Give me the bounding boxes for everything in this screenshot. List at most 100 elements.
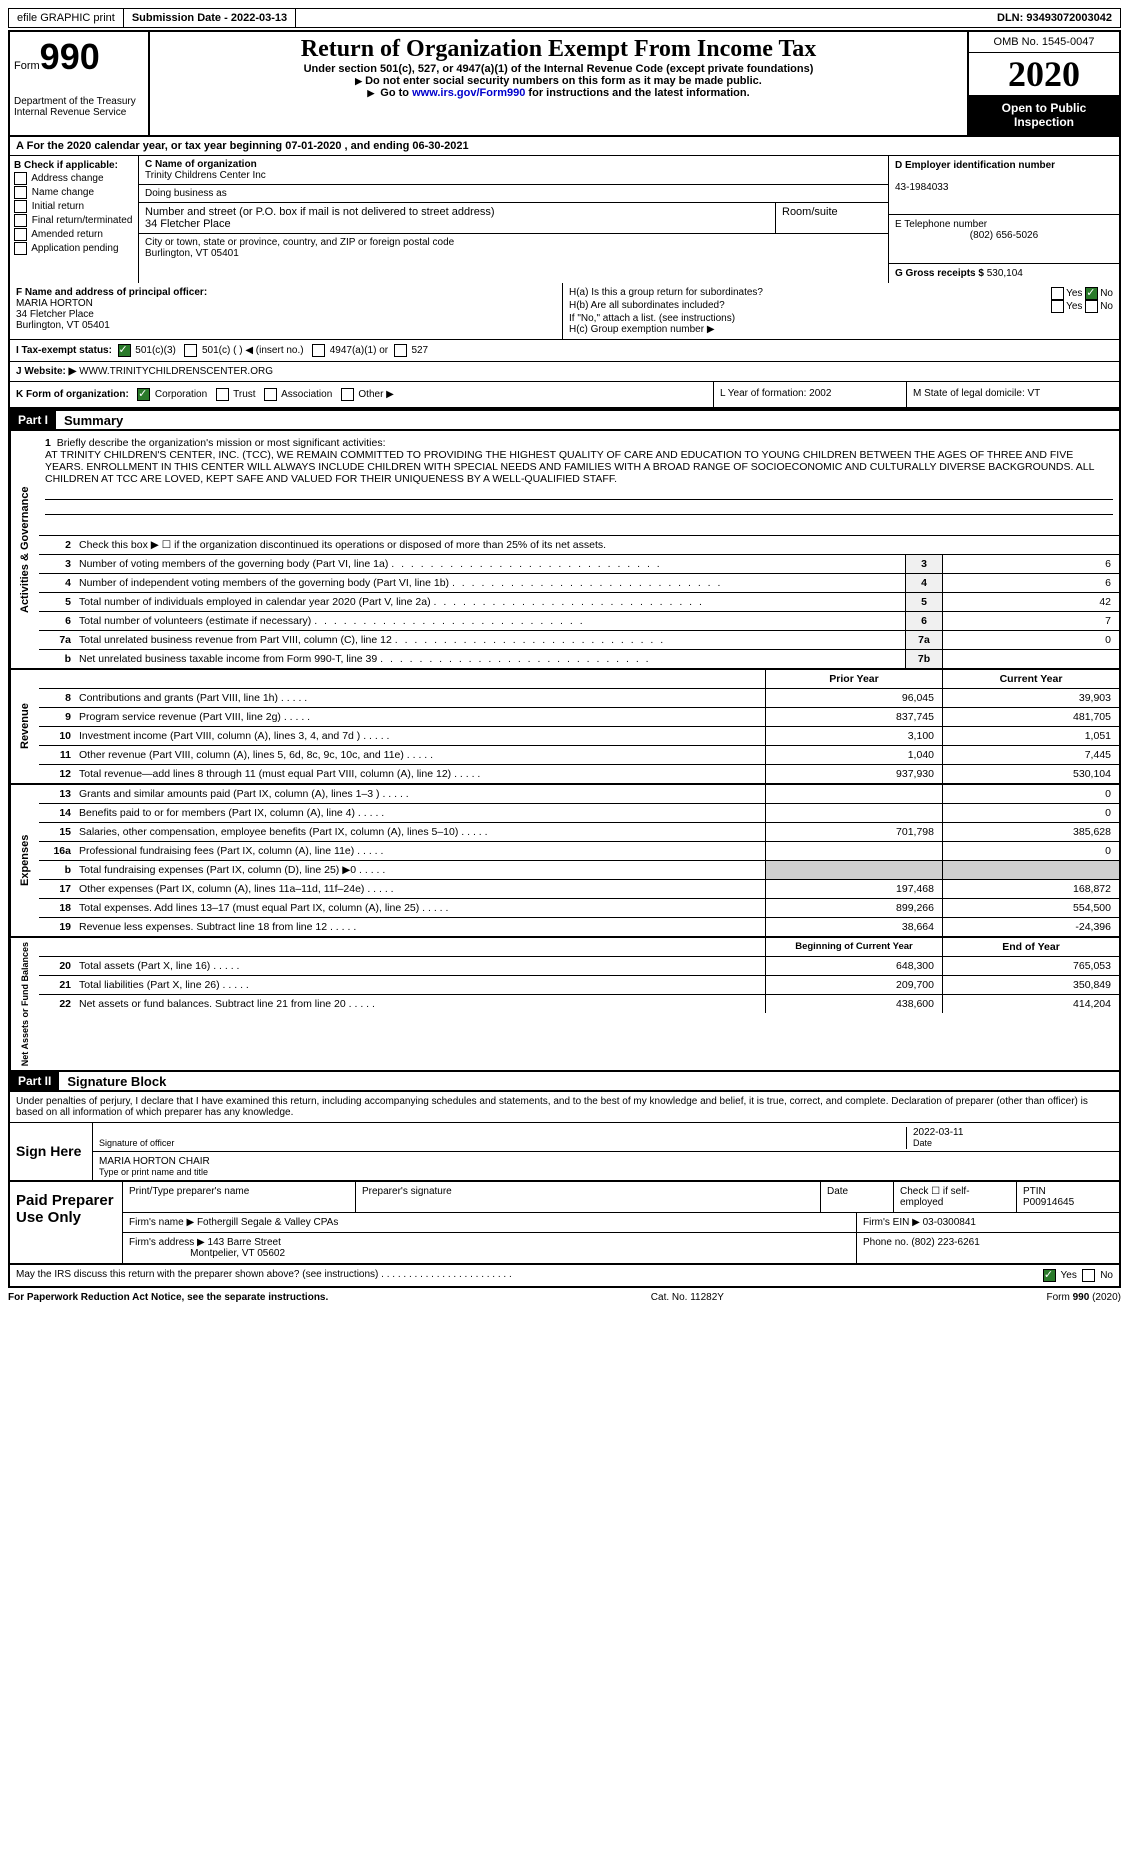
mission-block: 1 Briefly describe the organization's mi…	[39, 431, 1119, 536]
box-k: K Form of organization: Corporation Trus…	[10, 382, 714, 407]
table-row: 9 Program service revenue (Part VIII, li…	[39, 708, 1119, 727]
irs-link[interactable]: www.irs.gov/Form990	[412, 87, 525, 99]
top-bar: efile GRAPHIC print Submission Date - 20…	[8, 8, 1121, 28]
side-expenses: Expenses	[10, 785, 39, 936]
preparer-section: Paid Preparer Use Only Print/Type prepar…	[8, 1182, 1121, 1265]
hb-no[interactable]	[1085, 300, 1098, 313]
row-j: J Website: ▶ WWW.TRINITYCHILDRENSCENTER.…	[8, 362, 1121, 382]
dept-label: Department of the Treasury Internal Reve…	[14, 96, 144, 118]
table-row: 16a Professional fundraising fees (Part …	[39, 842, 1119, 861]
addr-cell: Number and street (or P.O. box if mail i…	[139, 203, 888, 234]
check-name[interactable]: Name change	[14, 186, 134, 199]
box-c: C Name of organization Trinity Childrens…	[139, 156, 889, 283]
discuss-no[interactable]	[1082, 1269, 1095, 1282]
table-row: 6 Total number of volunteers (estimate i…	[39, 612, 1119, 631]
table-row: 11 Other revenue (Part VIII, column (A),…	[39, 746, 1119, 765]
part1-header: Part I Summary	[8, 409, 1121, 431]
submission-date: Submission Date - 2022-03-13	[124, 9, 296, 27]
check-corp[interactable]	[137, 388, 150, 401]
table-row: 8 Contributions and grants (Part VIII, l…	[39, 689, 1119, 708]
org-name-cell: C Name of organization Trinity Childrens…	[139, 156, 888, 185]
dln: DLN: 93493072003042	[989, 9, 1120, 27]
row-i: I Tax-exempt status: 501(c)(3) 501(c) ( …	[8, 340, 1121, 362]
dba-cell: Doing business as	[139, 185, 888, 203]
footer: For Paperwork Reduction Act Notice, see …	[8, 1288, 1121, 1307]
table-row: 5 Total number of individuals employed i…	[39, 593, 1119, 612]
box-b: B Check if applicable: Address change Na…	[10, 156, 139, 283]
check-amended[interactable]: Amended return	[14, 228, 134, 241]
table-row: 15 Salaries, other compensation, employe…	[39, 823, 1119, 842]
expenses-section: Expenses 13 Grants and similar amounts p…	[8, 785, 1121, 938]
tax-year: 2020	[969, 53, 1119, 95]
header-center: Return of Organization Exempt From Incom…	[150, 32, 967, 135]
table-row: 21 Total liabilities (Part X, line 26) .…	[39, 976, 1119, 995]
check-trust[interactable]	[216, 388, 229, 401]
ha-no[interactable]	[1085, 287, 1098, 300]
form-header: Form990 Department of the Treasury Inter…	[8, 30, 1121, 137]
row-kl: K Form of organization: Corporation Trus…	[8, 382, 1121, 409]
table-row: 3 Number of voting members of the govern…	[39, 555, 1119, 574]
box-h: H(a) Is this a group return for subordin…	[563, 283, 1119, 339]
governance-section: Activities & Governance 1 Briefly descri…	[8, 431, 1121, 670]
form-note1: Do not enter social security numbers on …	[154, 75, 963, 87]
city-cell: City or town, state or province, country…	[139, 234, 888, 262]
table-row: 7a Total unrelated business revenue from…	[39, 631, 1119, 650]
side-governance: Activities & Governance	[10, 431, 39, 668]
table-row: b Net unrelated business taxable income …	[39, 650, 1119, 668]
header-right: OMB No. 1545-0047 2020 Open to Public In…	[967, 32, 1119, 135]
signature-section: Under penalties of perjury, I declare th…	[8, 1092, 1121, 1182]
efile-label: efile GRAPHIC print	[9, 9, 124, 27]
check-4947[interactable]	[312, 344, 325, 357]
check-527[interactable]	[394, 344, 407, 357]
box-d: D Employer identification number 43-1984…	[889, 156, 1119, 283]
discuss-row: May the IRS discuss this return with the…	[8, 1265, 1121, 1288]
tel-cell: E Telephone number (802) 656-5026	[889, 215, 1119, 264]
check-pending[interactable]: Application pending	[14, 242, 134, 255]
gross-cell: G Gross receipts $ 530,104	[889, 264, 1119, 283]
table-row: 22 Net assets or fund balances. Subtract…	[39, 995, 1119, 1013]
form-number: 990	[40, 36, 100, 77]
table-row: 13 Grants and similar amounts paid (Part…	[39, 785, 1119, 804]
form-title: Return of Organization Exempt From Incom…	[154, 36, 963, 63]
form-note2: Go to www.irs.gov/Form990 for instructio…	[154, 87, 963, 99]
check-other[interactable]	[341, 388, 354, 401]
check-initial[interactable]: Initial return	[14, 200, 134, 213]
discuss-yes[interactable]	[1043, 1269, 1056, 1282]
header-left: Form990 Department of the Treasury Inter…	[10, 32, 150, 135]
table-row: 18 Total expenses. Add lines 13–17 (must…	[39, 899, 1119, 918]
table-row: 17 Other expenses (Part IX, column (A), …	[39, 880, 1119, 899]
table-row: 20 Total assets (Part X, line 16) . . . …	[39, 957, 1119, 976]
check-501c[interactable]	[184, 344, 197, 357]
box-l: L Year of formation: 2002	[714, 382, 907, 407]
table-row: b Total fundraising expenses (Part IX, c…	[39, 861, 1119, 880]
sign-here-label: Sign Here	[10, 1123, 93, 1180]
check-assoc[interactable]	[264, 388, 277, 401]
netassets-section: Net Assets or Fund Balances Beginning of…	[8, 938, 1121, 1072]
section-bcd: B Check if applicable: Address change Na…	[8, 156, 1121, 283]
check-final[interactable]: Final return/terminated	[14, 214, 134, 227]
revenue-section: Revenue Prior Year Current Year 8 Contri…	[8, 670, 1121, 785]
part2-header: Part II Signature Block	[8, 1072, 1121, 1092]
hb-yes[interactable]	[1051, 300, 1064, 313]
table-row: 10 Investment income (Part VIII, column …	[39, 727, 1119, 746]
sig-declaration: Under penalties of perjury, I declare th…	[10, 1092, 1119, 1123]
ein-cell: D Employer identification number 43-1984…	[889, 156, 1119, 215]
preparer-label: Paid Preparer Use Only	[10, 1182, 123, 1263]
section-fgh: F Name and address of principal officer:…	[8, 283, 1121, 340]
box-m: M State of legal domicile: VT	[907, 382, 1119, 407]
side-revenue: Revenue	[10, 670, 39, 783]
table-row: 12 Total revenue—add lines 8 through 11 …	[39, 765, 1119, 783]
table-row: 4 Number of independent voting members o…	[39, 574, 1119, 593]
side-netassets: Net Assets or Fund Balances	[10, 938, 39, 1070]
box-f: F Name and address of principal officer:…	[10, 283, 563, 339]
form-label: Form	[14, 60, 40, 72]
open-public-badge: Open to Public Inspection	[969, 95, 1119, 135]
table-row: 19 Revenue less expenses. Subtract line …	[39, 918, 1119, 936]
ha-yes[interactable]	[1051, 287, 1064, 300]
check-501c3[interactable]	[118, 344, 131, 357]
omb-number: OMB No. 1545-0047	[969, 32, 1119, 53]
table-row: 14 Benefits paid to or for members (Part…	[39, 804, 1119, 823]
form-subtitle: Under section 501(c), 527, or 4947(a)(1)…	[154, 63, 963, 75]
check-address[interactable]: Address change	[14, 172, 134, 185]
row-a-period: A For the 2020 calendar year, or tax yea…	[8, 137, 1121, 156]
